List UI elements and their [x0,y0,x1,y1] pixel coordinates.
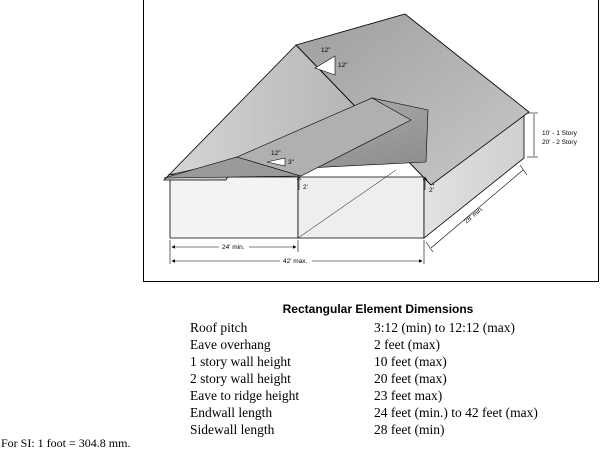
main-pitch-run-label: 12" [338,62,348,69]
row-label: Eave to ridge height [190,388,300,403]
wall-height-2-story-label: 20' - 2 Story [542,139,578,146]
table-row: Roof pitch 3:12 (min) to 12:12 (max) [190,320,590,337]
hidden-edge [297,169,397,239]
low-pitch-triangle [266,157,286,167]
table-row: Eave to ridge height 23 feet max) [190,388,590,405]
row-label: Endwall length [190,405,273,420]
sidewall-length-label: 28' min. [463,205,485,225]
eave-overhang-left-label: 2' [303,184,308,191]
row-label: 2 story wall height [190,371,291,386]
row-value: 24 feet (min.) to 42 feet (max) [374,405,538,420]
building-diagram: 12" 12" 12" 3" 2' 2' 10' - 1 Story 20' -… [143,0,599,282]
table-row: Sidewall length 28 feet (min) [190,422,590,439]
row-value: 20 feet (max) [374,371,447,386]
row-value: 3:12 (min) to 12:12 (max) [374,320,515,335]
building-diagram-svg: 12" 12" 12" 3" 2' 2' 10' - 1 Story 20' -… [163,13,578,265]
table-row: Endwall length 24 feet (min.) to 42 feet… [190,405,590,422]
row-value: 10 feet (max) [374,354,447,369]
low-roof-front-right [236,97,412,177]
row-value: 2 feet (max) [374,337,440,352]
table-title: Rectangular Element Dimensions [282,302,474,316]
row-value: 28 feet (min) [374,422,445,437]
low-pitch-rise-label: 3" [288,159,295,166]
table-row: Eave overhang 2 feet (max) [190,337,590,354]
table-row: 1 story wall height 10 feet (max) [190,354,590,371]
table-row: 2 story wall height 20 feet (max) [190,371,590,388]
sidewall-length-dimension [430,169,524,249]
row-label: Sidewall length [190,422,275,437]
eave-overhang-right-label: 2' [429,187,434,194]
row-value: 23 feet max) [374,388,443,403]
si-conversion-note: For SI: 1 foot = 304.8 mm. [1,436,131,450]
wall-height-1-story-label: 10' - 1 Story [542,130,578,137]
front-wall-left [169,176,299,239]
endwall-max-label: 42' max. [283,258,308,265]
endwall-min-label: 24' min. [222,244,245,251]
row-label: Eave overhang [190,337,271,352]
row-label: 1 story wall height [190,354,291,369]
front-wall-right [297,176,425,239]
main-pitch-rise-label: 12" [321,47,331,54]
low-pitch-run-label: 12" [271,150,281,157]
row-label: Roof pitch [190,320,248,335]
main-pitch-triangle [314,55,336,76]
